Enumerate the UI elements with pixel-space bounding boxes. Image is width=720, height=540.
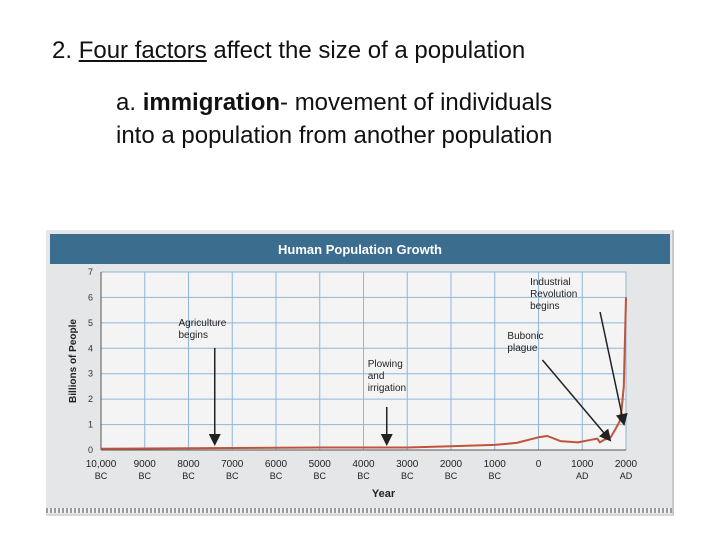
x-tick-label: 3000	[396, 459, 419, 470]
x-tick-era-label: BC	[357, 471, 370, 481]
chart-title: Human Population Growth	[278, 242, 442, 257]
x-tick-label: 6000	[265, 459, 288, 470]
heading-rest-text: affect the size of a population	[213, 37, 526, 64]
subpoint-letter: a.	[116, 89, 137, 116]
x-tick-era-label: BC	[313, 471, 326, 481]
y-tick-label: 5	[88, 318, 93, 328]
y-tick-label: 7	[88, 267, 93, 277]
heading-number: 2.	[52, 37, 73, 64]
annotation-label: irrigation	[368, 383, 406, 394]
x-tick-era-label: BC	[226, 471, 239, 481]
x-tick-label: 10,000	[86, 459, 117, 470]
population-series-line	[100, 297, 627, 450]
x-tick-label: 5000	[309, 459, 332, 470]
y-tick-label: 1	[88, 420, 93, 430]
x-tick-label: 9000	[134, 459, 157, 470]
annotation-label: Bubonic	[507, 331, 543, 342]
y-tick-label: 3	[88, 369, 93, 379]
annotation-label: and	[368, 371, 385, 382]
annotation-label: Revolution	[530, 289, 577, 300]
annotation-arrow	[599, 311, 628, 426]
x-tick-era-label: AD	[576, 471, 589, 481]
population-chart-figure: Human Population Growth 0 1 2 3 4 5 6 7 10,000 BC…	[46, 230, 674, 516]
subpoint-immigration: a. immigration- movement of individuals …	[116, 86, 552, 152]
x-tick-label: 8000	[177, 459, 200, 470]
x-tick-label: 1000	[484, 459, 507, 470]
population-chart: 0123456710,000BC9000BC8000BC7000BC6000BC…	[68, 267, 638, 500]
annotation-label: begins	[179, 330, 208, 341]
x-tick-era-label: BC	[401, 471, 414, 481]
x-tick-label: 4000	[352, 459, 375, 470]
subpoint-definition-line2: into a population from another populatio…	[116, 122, 553, 149]
slide-heading: 2. Four factors affect the size of a pop…	[52, 36, 525, 66]
y-axis-label: Billions of People	[68, 319, 79, 403]
x-tick-era-label: AD	[620, 471, 633, 481]
annotation-label: Industrial	[530, 277, 571, 288]
scan-edge-strip	[46, 508, 672, 513]
x-tick-era-label: BC	[182, 471, 195, 481]
x-tick-era-label: BC	[270, 471, 283, 481]
chart-title-banner: Human Population Growth	[50, 234, 670, 264]
y-tick-label: 2	[88, 394, 93, 404]
x-tick-label: 2000	[615, 459, 638, 470]
x-tick-label: 1000	[571, 459, 594, 470]
x-tick-era-label: BC	[95, 471, 108, 481]
x-tick-label: 7000	[221, 459, 244, 470]
x-tick-era-label: BC	[488, 471, 501, 481]
x-tick-label: 0	[536, 459, 542, 470]
x-tick-label: 2000	[440, 459, 463, 470]
subpoint-term: immigration	[142, 89, 281, 116]
annotation-label: plague	[507, 343, 537, 354]
x-tick-era-label: BC	[445, 471, 458, 481]
y-tick-label: 0	[88, 445, 93, 455]
annotation-label: begins	[530, 301, 559, 312]
annotation-arrow	[541, 359, 612, 442]
annotation-label: Plowing	[368, 359, 403, 370]
x-axis-label: Year	[372, 488, 396, 500]
y-tick-label: 6	[88, 292, 93, 302]
y-tick-label: 4	[88, 343, 93, 353]
subpoint-definition-line1: - movement of individuals	[280, 89, 553, 116]
heading-underlined-text: Four factors	[78, 37, 207, 64]
x-tick-era-label: BC	[138, 471, 151, 481]
annotation-label: Agriculture	[179, 318, 227, 329]
